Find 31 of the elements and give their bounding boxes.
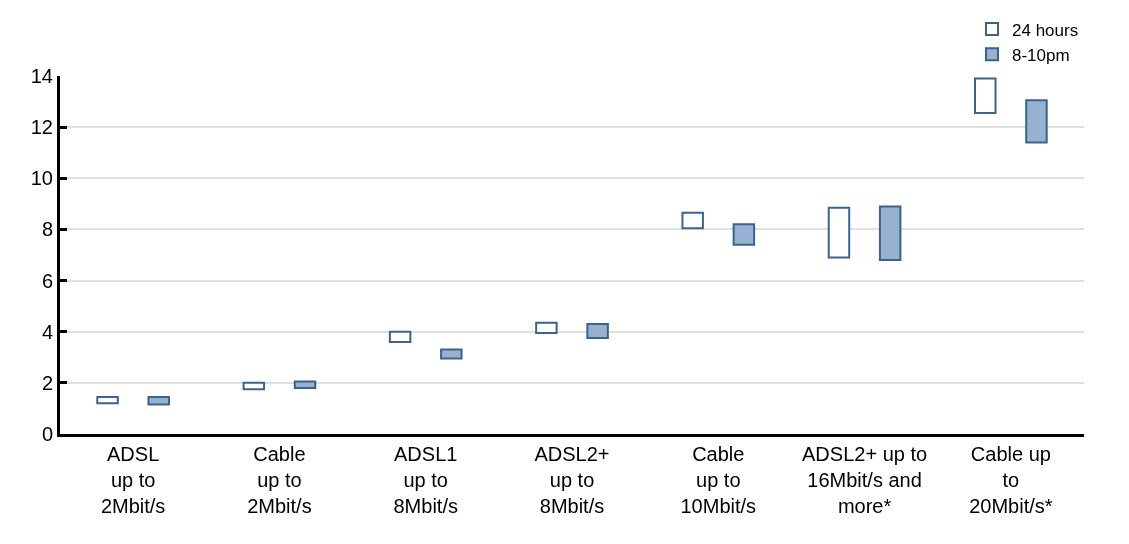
y-tick-label: 2: [41, 371, 53, 394]
x-tick-label: ADSL2+ up to 16Mbit/s and more*: [802, 443, 928, 517]
bar: [293, 380, 317, 389]
x-tick-label: ADSL up to 2Mbit/s: [100, 443, 166, 517]
legend-label: 24 hours: [1012, 20, 1079, 40]
x-tick-label: Cable up to 10Mbit/s: [680, 443, 757, 517]
bar: [586, 323, 609, 340]
bar: [1025, 99, 1048, 144]
y-tick-label: 4: [41, 320, 53, 343]
x-tick-label: ADSL2+ up to 8Mbit/s: [534, 443, 610, 517]
y-tick-label: 14: [30, 65, 53, 87]
bar: [974, 77, 997, 115]
y-tick-label: 8: [41, 218, 53, 241]
y-tick-label: 0: [41, 423, 53, 445]
legend-label: 8-10pm: [1012, 45, 1070, 65]
bar: [827, 206, 851, 259]
x-tick-label: ADSL1 up to 8Mbit/s: [393, 443, 458, 517]
x-tick-label: Cable up to 2Mbit/s: [247, 443, 312, 517]
bar: [681, 211, 704, 230]
y-tick-label: 6: [41, 269, 53, 292]
bar: [388, 330, 412, 343]
bar: [535, 321, 558, 334]
y-tick-label: 10: [30, 167, 53, 190]
bar: [242, 381, 266, 391]
bar: [147, 395, 170, 406]
bar: [878, 205, 902, 262]
bar: [440, 348, 463, 360]
bar: [96, 395, 119, 405]
bar: [732, 223, 756, 246]
y-tick-label: 12: [30, 116, 53, 139]
x-tick-label: Cable up to 20Mbit/s*: [969, 443, 1053, 517]
